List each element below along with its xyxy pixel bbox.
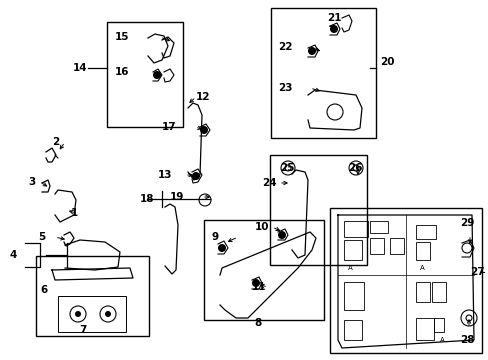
Text: 4: 4 (10, 250, 18, 260)
Text: 14: 14 (73, 63, 87, 73)
Text: 21: 21 (326, 13, 341, 23)
Text: 25: 25 (280, 163, 294, 173)
Text: 6: 6 (40, 285, 47, 295)
Bar (343, 282, 363, 310)
Circle shape (329, 25, 337, 33)
Circle shape (75, 311, 81, 317)
Bar (369, 238, 383, 254)
Circle shape (307, 47, 315, 55)
Text: 27: 27 (469, 267, 484, 277)
Bar (389, 238, 403, 254)
Bar (415, 225, 435, 239)
Bar (36, 256, 149, 336)
Bar (343, 221, 367, 237)
Circle shape (278, 231, 285, 239)
Text: 26: 26 (347, 163, 362, 173)
Text: 16: 16 (115, 67, 129, 77)
Bar (369, 221, 387, 233)
Text: A: A (419, 265, 424, 271)
Bar (415, 242, 429, 260)
Text: A: A (347, 265, 352, 271)
Text: 23: 23 (278, 83, 292, 93)
Circle shape (251, 279, 260, 287)
Bar (433, 318, 443, 332)
Text: 2: 2 (52, 137, 59, 147)
Text: 5: 5 (38, 232, 45, 242)
Circle shape (218, 244, 225, 252)
Text: 8: 8 (254, 318, 261, 328)
Text: 10: 10 (254, 222, 269, 232)
Text: A: A (439, 337, 444, 343)
Text: 12: 12 (196, 92, 210, 102)
Text: 11: 11 (251, 282, 266, 292)
Bar (107, 22, 183, 127)
Text: 13: 13 (158, 170, 172, 180)
Text: 7: 7 (79, 325, 86, 335)
Circle shape (153, 71, 161, 79)
Text: 22: 22 (278, 42, 292, 52)
Circle shape (192, 172, 200, 180)
Text: 9: 9 (210, 232, 218, 242)
Bar (343, 320, 361, 340)
Bar (58, 296, 126, 332)
Bar (269, 155, 366, 265)
Text: 19: 19 (170, 192, 184, 202)
Text: 17: 17 (162, 122, 176, 132)
Circle shape (200, 126, 207, 134)
Text: 15: 15 (115, 32, 129, 42)
Circle shape (105, 311, 111, 317)
Bar (343, 240, 361, 260)
Text: 18: 18 (140, 194, 154, 204)
Text: 29: 29 (459, 218, 473, 228)
Bar (431, 282, 445, 302)
Bar (270, 8, 375, 138)
Text: 24: 24 (262, 178, 276, 188)
Text: 28: 28 (459, 335, 473, 345)
Bar (203, 220, 324, 320)
Bar (329, 208, 481, 353)
Bar (415, 282, 429, 302)
Bar (415, 318, 433, 340)
Text: 20: 20 (379, 57, 394, 67)
Text: 3: 3 (28, 177, 35, 187)
Text: 1: 1 (71, 208, 78, 218)
